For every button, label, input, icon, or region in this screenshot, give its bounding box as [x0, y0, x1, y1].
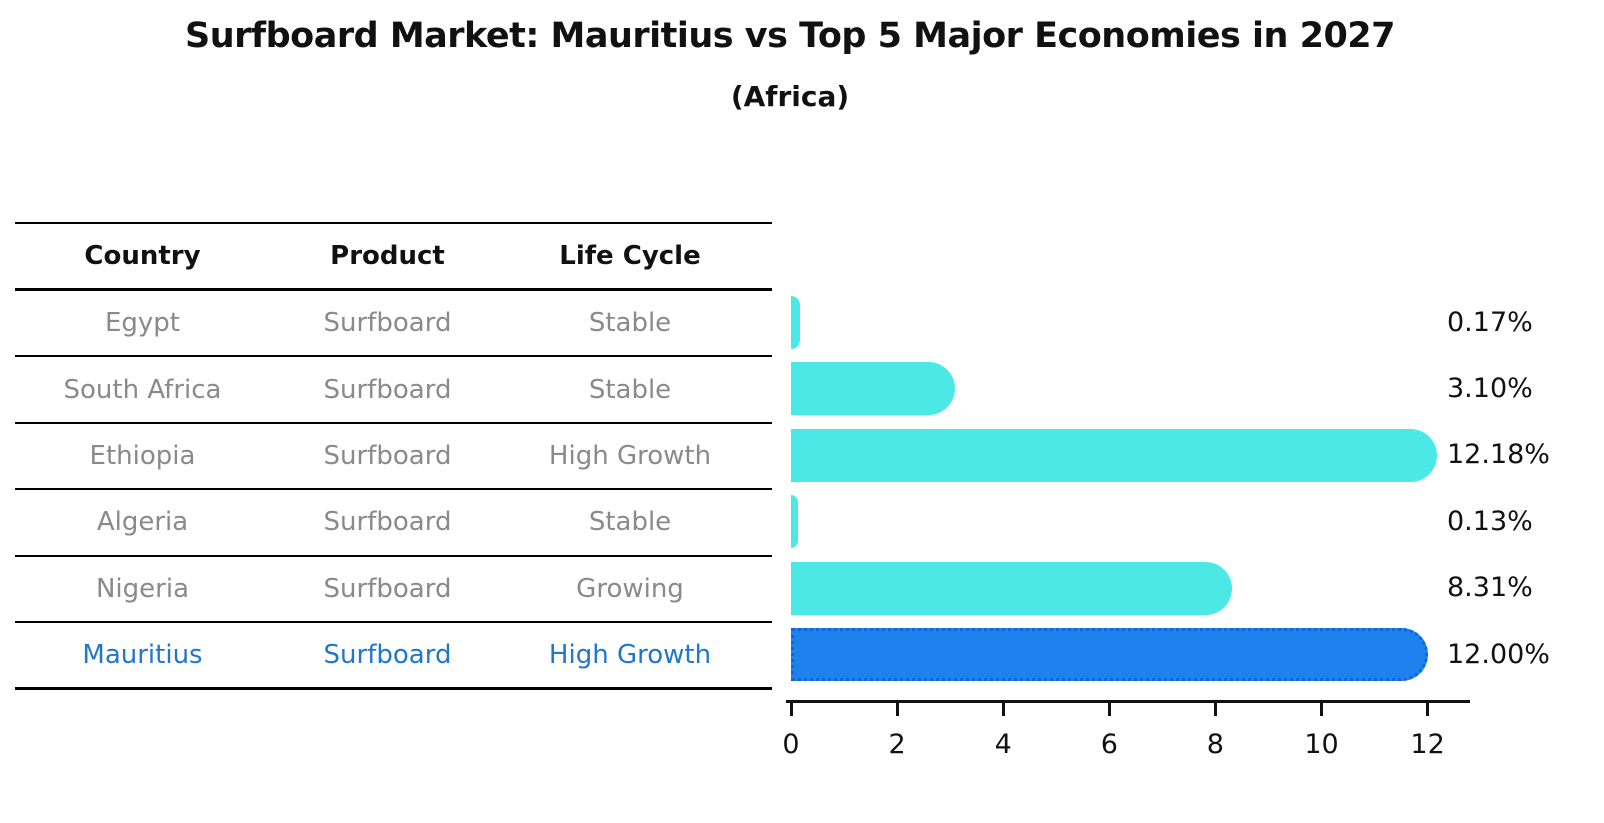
- x-axis-tick: [789, 703, 793, 716]
- column-header-country: Country: [84, 241, 201, 271]
- x-axis-tick: [1107, 703, 1111, 716]
- table-row: Ethiopia Surfboard High Growth: [15, 424, 772, 491]
- life-cycle-cell: Growing: [576, 573, 684, 604]
- column-header-life-cycle: Life Cycle: [559, 241, 701, 271]
- bar-highlight-mauritius: [791, 628, 1428, 681]
- column-header-product: Product: [330, 241, 445, 271]
- x-axis-tick-label: 4: [994, 729, 1012, 760]
- product-cell: Surfboard: [323, 573, 452, 604]
- country-cell: Algeria: [96, 507, 189, 538]
- bar-algeria: [791, 495, 798, 549]
- x-axis-tick: [1320, 703, 1323, 716]
- product-cell: Surfboard: [323, 640, 452, 671]
- life-cycle-cell: High Growth: [548, 440, 712, 471]
- x-axis-tick-label: 2: [888, 729, 906, 760]
- bar-value-label: 12.00%: [1447, 638, 1550, 670]
- x-axis-line: [786, 700, 1470, 703]
- country-cell: South Africa: [63, 374, 222, 405]
- life-cycle-cell: Stable: [588, 507, 672, 538]
- table-header-row: Country Product Life Cycle: [15, 224, 772, 291]
- bar-value-label: 8.31%: [1447, 572, 1533, 604]
- bar-value-label: 3.10%: [1447, 372, 1533, 404]
- x-axis-tick-label: 10: [1304, 729, 1339, 760]
- x-axis-tick: [1001, 703, 1005, 716]
- life-cycle-cell: Stable: [588, 374, 672, 405]
- bar-nigeria: [791, 561, 1232, 615]
- x-axis-tick-label: 12: [1410, 729, 1445, 760]
- product-cell: Surfboard: [323, 507, 452, 538]
- country-table: Country Product Life Cycle Egypt Surfboar…: [15, 222, 772, 691]
- x-axis-tick: [1426, 703, 1430, 716]
- bar-ethiopia: [791, 428, 1438, 482]
- product-cell: Surfboard: [323, 374, 452, 405]
- bar-value-label: 12.18%: [1447, 439, 1550, 471]
- country-cell: Ethiopia: [89, 440, 196, 471]
- life-cycle-cell: Stable: [588, 308, 672, 339]
- table-row: South Africa Surfboard Stable: [15, 357, 772, 424]
- x-axis-tick: [895, 703, 899, 716]
- bar-value-label: 0.17%: [1447, 306, 1533, 338]
- life-cycle-cell: High Growth: [548, 640, 712, 671]
- product-cell: Surfboard: [323, 440, 452, 471]
- chart-subtitle: (Africa): [730, 80, 850, 113]
- product-cell: Surfboard: [323, 308, 452, 339]
- x-axis-tick: [1213, 703, 1217, 716]
- table-row: Algeria Surfboard Stable: [15, 490, 772, 557]
- table-row: Nigeria Surfboard Growing: [15, 557, 772, 623]
- table-row: Mauritius Surfboard High Growth: [15, 623, 772, 691]
- bar-egypt: [791, 296, 801, 349]
- chart-title: Surfboard Market: Mauritius vs Top 5 Maj…: [184, 16, 1396, 56]
- bar-value-label: 0.13%: [1447, 505, 1533, 537]
- country-cell: Egypt: [104, 308, 181, 339]
- x-axis-tick-label: 6: [1100, 729, 1118, 760]
- country-cell: Nigeria: [95, 573, 190, 604]
- table-body: Egypt Surfboard Stable South Africa Surfboar…: [15, 291, 772, 691]
- bar-south-africa: [791, 362, 956, 416]
- table-row: Egypt Surfboard Stable: [15, 291, 772, 358]
- x-axis-tick-label: 8: [1206, 729, 1224, 760]
- country-cell: Mauritius: [82, 640, 203, 671]
- x-axis-tick-label: 0: [782, 729, 800, 760]
